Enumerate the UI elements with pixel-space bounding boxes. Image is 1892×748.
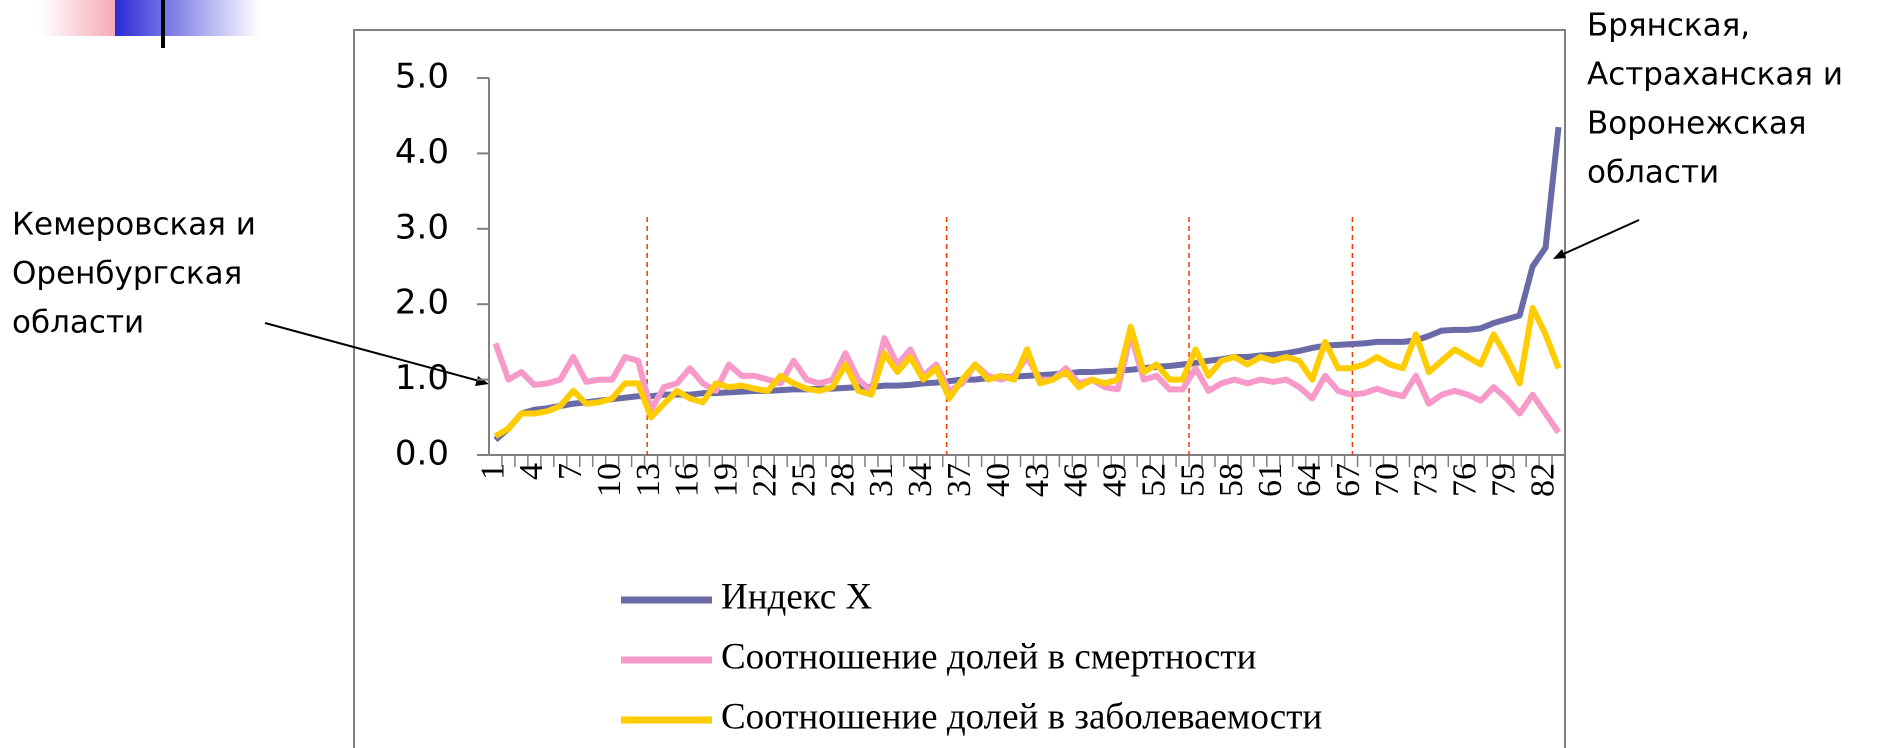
x-tick-label: 1	[474, 463, 511, 480]
y-tick-label: 4.0	[395, 132, 449, 172]
decoration	[40, 0, 115, 36]
x-tick-label: 82	[1524, 463, 1561, 497]
x-tick-label: 4	[513, 463, 550, 480]
annotation-arrow	[264, 322, 484, 383]
x-tick-label: 70	[1369, 463, 1406, 497]
x-tick-label: 10	[591, 463, 628, 497]
x-tick-label: 67	[1330, 463, 1367, 497]
x-tick-label: 64	[1291, 463, 1328, 497]
x-tick-label: 49	[1097, 463, 1134, 497]
legend-label: Соотношение долей в смертности	[721, 636, 1256, 677]
x-tick-label: 13	[630, 463, 667, 497]
annotation-arrowhead	[1553, 249, 1566, 259]
x-tick-label: 43	[1019, 463, 1056, 497]
x-tick-label: 25	[785, 463, 822, 497]
legend-label: Соотношение долей в заболеваемости	[721, 696, 1322, 737]
x-tick-label: 22	[747, 463, 784, 497]
chart-frame	[353, 29, 1566, 748]
legend-label: Индекс X	[721, 576, 872, 617]
x-tick-label: 73	[1408, 463, 1445, 497]
decoration	[115, 0, 260, 36]
x-tick-label: 46	[1058, 463, 1095, 497]
x-tick-label: 79	[1485, 463, 1522, 497]
y-tick-label: 1.0	[395, 358, 449, 398]
y-tick-label: 2.0	[395, 283, 449, 323]
annotation-arrow	[1558, 219, 1640, 257]
y-tick-label: 5.0	[395, 57, 449, 97]
x-tick-label: 28	[824, 463, 861, 497]
x-tick-label: 52	[1135, 463, 1172, 497]
annotation-line: Кемеровская и	[12, 207, 256, 243]
x-tick-label: 37	[941, 463, 978, 497]
annotation-line: Брянская,	[1587, 8, 1750, 44]
x-tick-label: 61	[1252, 463, 1289, 497]
annotation: Брянская, Астраханская и Воронежская област…	[1587, 8, 1843, 191]
x-tick-label: 76	[1447, 463, 1484, 497]
x-tick-label: 19	[708, 463, 745, 497]
y-tick-label: 0.0	[395, 434, 449, 474]
x-tick-label: 40	[980, 463, 1017, 497]
annotation-arrowhead	[475, 376, 489, 386]
x-tick-label: 55	[1174, 463, 1211, 497]
annotation: Кемеровская и Оренбургская области	[12, 207, 256, 341]
x-tick-label: 34	[902, 463, 939, 497]
x-tick-label: 31	[863, 463, 900, 497]
x-tick-label: 16	[669, 463, 706, 497]
annotation-line: Оренбургская	[12, 256, 242, 292]
annotation-line: области	[1587, 155, 1719, 191]
annotation-line: области	[12, 305, 144, 341]
y-tick-label: 3.0	[395, 207, 449, 247]
annotation-line: Астраханская и	[1587, 57, 1843, 93]
series-line	[493, 304, 1562, 439]
x-tick-label: 58	[1213, 463, 1250, 497]
annotation-line: Воронежская	[1587, 106, 1807, 142]
x-tick-label: 7	[552, 463, 589, 480]
